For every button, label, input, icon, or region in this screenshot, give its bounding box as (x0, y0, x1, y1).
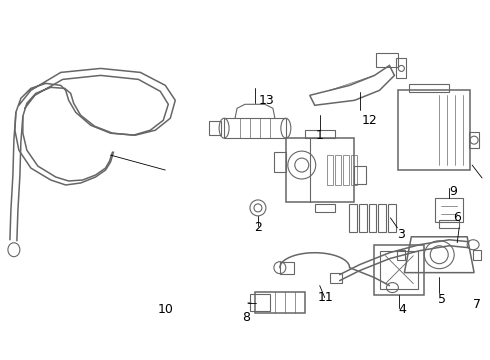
Text: 3: 3 (397, 228, 405, 241)
Text: 9: 9 (449, 185, 457, 198)
Bar (473, 250, 481, 260)
Bar (274, 152, 286, 172)
Bar (209, 121, 221, 135)
Bar (376, 54, 398, 67)
Bar (354, 166, 366, 184)
Text: 1: 1 (316, 129, 324, 142)
Bar (378, 204, 387, 232)
Bar (255, 292, 305, 314)
Text: 4: 4 (398, 303, 406, 316)
Bar (348, 204, 357, 232)
Bar (327, 155, 333, 185)
Text: 6: 6 (453, 211, 461, 224)
Text: 7: 7 (473, 298, 481, 311)
Bar (368, 204, 376, 232)
Bar (224, 118, 286, 138)
Bar (439, 220, 459, 228)
Bar (280, 262, 294, 274)
Text: 12: 12 (362, 114, 377, 127)
Text: 5: 5 (438, 293, 446, 306)
Bar (409, 84, 449, 92)
Bar (305, 130, 335, 138)
Bar (389, 204, 396, 232)
Text: 10: 10 (157, 303, 173, 316)
Bar (396, 58, 406, 78)
Bar (343, 155, 348, 185)
Text: 8: 8 (242, 311, 250, 324)
Text: 2: 2 (254, 221, 262, 234)
Bar (397, 250, 405, 260)
Bar (315, 204, 335, 212)
Bar (359, 204, 367, 232)
Bar (350, 155, 357, 185)
Bar (250, 293, 270, 311)
Bar (374, 245, 424, 294)
Bar (335, 155, 341, 185)
Bar (469, 132, 479, 148)
Bar (380, 251, 418, 289)
Bar (286, 138, 354, 202)
Bar (398, 90, 470, 170)
Text: 13: 13 (259, 94, 275, 107)
Bar (435, 198, 463, 222)
Text: 11: 11 (318, 291, 334, 304)
Bar (330, 273, 342, 283)
